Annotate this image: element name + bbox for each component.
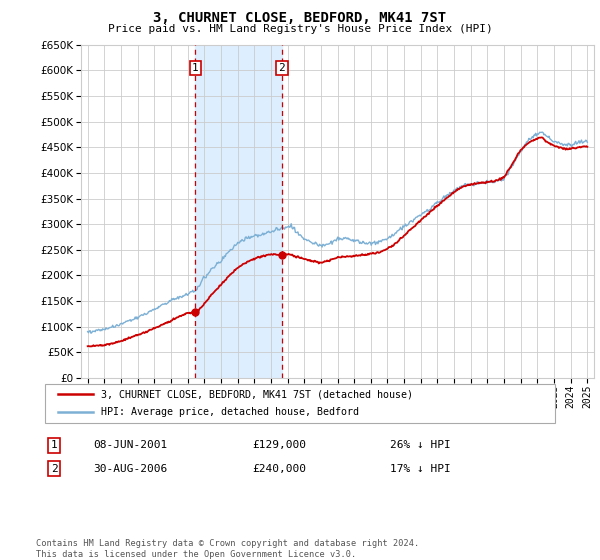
Text: 08-JUN-2001: 08-JUN-2001	[93, 440, 167, 450]
Text: 2: 2	[278, 63, 286, 73]
Text: £129,000: £129,000	[252, 440, 306, 450]
Text: Contains HM Land Registry data © Crown copyright and database right 2024.
This d: Contains HM Land Registry data © Crown c…	[36, 539, 419, 559]
Text: 17% ↓ HPI: 17% ↓ HPI	[390, 464, 451, 474]
Text: 26% ↓ HPI: 26% ↓ HPI	[390, 440, 451, 450]
Text: 1: 1	[192, 63, 199, 73]
Text: HPI: Average price, detached house, Bedford: HPI: Average price, detached house, Bedf…	[101, 407, 359, 417]
Text: 3, CHURNET CLOSE, BEDFORD, MK41 7ST: 3, CHURNET CLOSE, BEDFORD, MK41 7ST	[154, 11, 446, 25]
FancyBboxPatch shape	[45, 384, 555, 423]
Text: Price paid vs. HM Land Registry's House Price Index (HPI): Price paid vs. HM Land Registry's House …	[107, 24, 493, 34]
Text: 3, CHURNET CLOSE, BEDFORD, MK41 7ST (detached house): 3, CHURNET CLOSE, BEDFORD, MK41 7ST (det…	[101, 389, 413, 399]
Text: £240,000: £240,000	[252, 464, 306, 474]
Text: 30-AUG-2006: 30-AUG-2006	[93, 464, 167, 474]
Text: 1: 1	[50, 440, 58, 450]
Text: 2: 2	[50, 464, 58, 474]
Bar	[195, 45, 282, 378]
